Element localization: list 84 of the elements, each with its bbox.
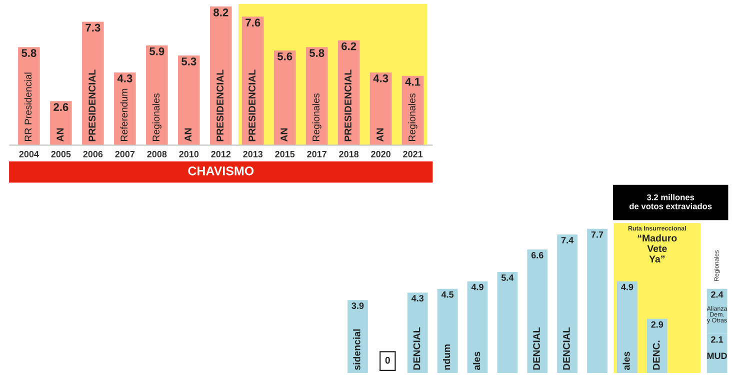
bar bbox=[527, 250, 548, 374]
annotation: PRESIDENCIAL bbox=[344, 70, 352, 142]
data-label: 5.8 bbox=[22, 49, 36, 57]
x-tick-label: 2006 bbox=[83, 150, 103, 158]
bar bbox=[18, 47, 40, 146]
annotation: PRESIDENCIAL bbox=[88, 70, 96, 142]
data-label: 4.3 bbox=[117, 74, 132, 82]
x-tick-label: 2018 bbox=[339, 150, 359, 158]
bar bbox=[306, 47, 328, 146]
x-tick-label: 2013 bbox=[243, 150, 263, 158]
category-label: DENC. bbox=[652, 340, 660, 370]
annotation: AN bbox=[184, 128, 192, 142]
x-tick-label: 2012 bbox=[211, 150, 231, 158]
data-label: 2.9 bbox=[651, 321, 664, 328]
bar bbox=[50, 101, 72, 146]
data-label: 4.9 bbox=[621, 284, 634, 290]
category-label: ales bbox=[472, 352, 480, 370]
data-label: 8.2 bbox=[214, 8, 228, 16]
x-tick-label: 2015 bbox=[275, 150, 295, 158]
annotation: PRESIDENCIAL bbox=[248, 70, 256, 142]
annotation: AN bbox=[280, 128, 288, 142]
bar bbox=[557, 234, 578, 374]
data-label: 4.3 bbox=[373, 74, 388, 82]
category-label: DENCIAL bbox=[563, 327, 570, 370]
annotation: Regionales bbox=[312, 93, 322, 141]
annotation: PRESIDENCIAL bbox=[216, 70, 224, 142]
bar bbox=[146, 45, 168, 146]
data-label: 4.1 bbox=[405, 78, 420, 86]
x-tick-label: 2017 bbox=[307, 150, 326, 158]
bar bbox=[437, 288, 458, 374]
data-label: 5.6 bbox=[277, 52, 292, 60]
data-label: 2.6 bbox=[54, 103, 68, 112]
data-label: 7.4 bbox=[561, 237, 574, 244]
data-label: 6.2 bbox=[342, 42, 356, 50]
category-label: ales bbox=[622, 352, 630, 370]
annotation: MUD bbox=[707, 352, 727, 360]
annotation: Regionales bbox=[408, 93, 418, 141]
bar bbox=[82, 22, 104, 146]
data-label: 3.9 bbox=[352, 302, 364, 309]
bar bbox=[210, 6, 232, 146]
bar bbox=[497, 272, 518, 374]
x-tick-label: 2007 bbox=[115, 150, 135, 158]
data-label: 2.1 bbox=[711, 336, 724, 343]
annotation: AN bbox=[56, 128, 64, 142]
text: CHAVISMO bbox=[188, 166, 254, 176]
annotation: RR Presidencial bbox=[24, 72, 32, 141]
bar bbox=[348, 300, 368, 374]
data-label: 2.4 bbox=[711, 291, 724, 298]
bar bbox=[467, 281, 488, 374]
text: 3.2 millones de votos extraviados bbox=[630, 194, 712, 210]
category-label: DENCIAL bbox=[533, 327, 540, 370]
data-label: 5.4 bbox=[501, 274, 514, 281]
category-label: DENCIAL bbox=[413, 327, 420, 370]
data-label: 0 bbox=[385, 356, 390, 364]
data-label: 7.6 bbox=[246, 18, 260, 27]
data-label: 4.9 bbox=[471, 284, 484, 290]
bar bbox=[617, 281, 638, 374]
x-tick-label: 2021 bbox=[403, 150, 423, 158]
bar bbox=[587, 228, 608, 374]
data-label: 5.8 bbox=[309, 49, 324, 57]
bar bbox=[370, 72, 392, 146]
annotation: Regionales bbox=[152, 93, 162, 141]
annotation: Referendum bbox=[120, 88, 128, 141]
category-label: sidencial bbox=[353, 329, 360, 370]
data-label: 5.9 bbox=[150, 47, 164, 56]
bar bbox=[646, 318, 668, 374]
data-label: 4.5 bbox=[441, 291, 454, 298]
x-tick-label: 2004 bbox=[19, 150, 39, 158]
bar bbox=[114, 72, 136, 146]
bar bbox=[407, 292, 428, 374]
x-tick-label: 2020 bbox=[371, 150, 390, 158]
data-label: 6.6 bbox=[531, 252, 544, 258]
category-label: ndum bbox=[443, 344, 450, 370]
x-tick-label: 2005 bbox=[51, 150, 71, 158]
data-label: 5.3 bbox=[182, 58, 196, 66]
annotation: “Maduro Vete Ya” bbox=[638, 234, 677, 262]
x-tick-label: 2010 bbox=[179, 150, 199, 158]
annotation: AN bbox=[376, 128, 384, 142]
bar bbox=[178, 56, 200, 146]
bar bbox=[274, 50, 296, 146]
x-tick-label: 2008 bbox=[147, 150, 167, 158]
data-label: 7.7 bbox=[591, 231, 604, 238]
data-label: 7.3 bbox=[86, 24, 100, 32]
data-label: 4.3 bbox=[411, 295, 424, 302]
